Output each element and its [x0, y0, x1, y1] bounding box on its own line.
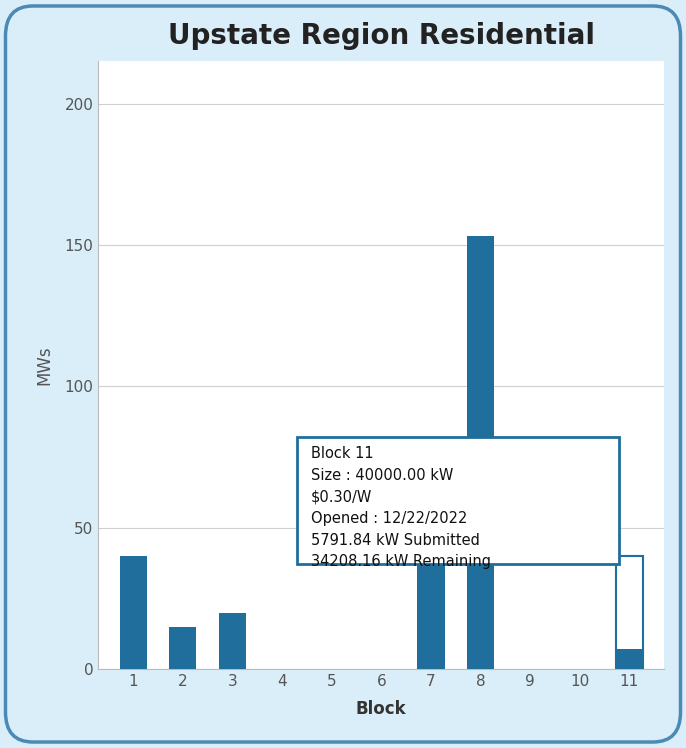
Bar: [219, 613, 246, 669]
Title: Upstate Region Residential: Upstate Region Residential: [168, 22, 595, 50]
Bar: [467, 236, 494, 669]
Bar: [616, 556, 643, 669]
Text: Block 11
Size : 40000.00 kW
$0.30/W
Opened : 12/22/2022
5791.84 kW Submitted
342: Block 11 Size : 40000.00 kW $0.30/W Open…: [311, 447, 491, 569]
Bar: [119, 556, 147, 669]
FancyBboxPatch shape: [297, 438, 619, 565]
Bar: [169, 627, 196, 669]
Y-axis label: MWs: MWs: [36, 346, 54, 385]
X-axis label: Block: Block: [356, 700, 407, 718]
Bar: [417, 438, 445, 669]
Bar: [616, 649, 643, 669]
